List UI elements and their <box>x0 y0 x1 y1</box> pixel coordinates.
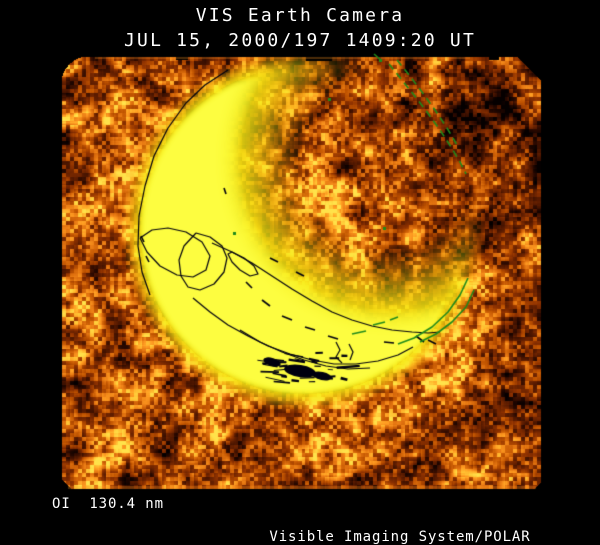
filter-wavelength-label: OI 130.4 nm <box>52 496 164 512</box>
credits-block: Visible Imaging System/POLAR The Univers… <box>200 495 600 545</box>
instrument-credit: Visible Imaging System/POLAR <box>269 529 531 545</box>
figure-title: VIS Earth Camera <box>195 5 405 26</box>
figure-timestamp: JUL 15, 2000/197 1409:20 UT <box>124 30 476 51</box>
